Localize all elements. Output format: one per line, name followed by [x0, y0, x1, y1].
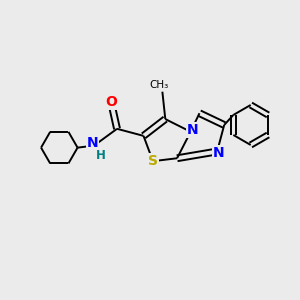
Text: N: N [187, 123, 199, 137]
Text: N: N [87, 136, 98, 150]
Text: H: H [96, 149, 106, 162]
Text: N: N [213, 146, 224, 160]
Text: O: O [105, 95, 117, 109]
Text: S: S [148, 154, 158, 168]
Text: CH₃: CH₃ [149, 80, 169, 90]
